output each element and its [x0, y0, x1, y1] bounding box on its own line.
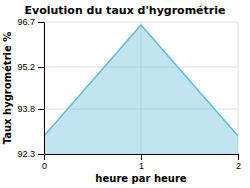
marks — [44, 25, 238, 154]
x-tick: 1 — [139, 154, 144, 171]
x-tick-label: 2 — [236, 161, 241, 171]
x-tick: 0 — [42, 154, 47, 171]
x-tick: 2 — [236, 154, 241, 171]
grid-line-x — [238, 22, 239, 154]
y-tick-mark — [38, 154, 44, 155]
chart: 0 1 2 92.3 93.8 95.2 96.7Evolution du taux d'h… — [0, 0, 250, 188]
y-tick: 93.8 — [17, 104, 44, 114]
x-tick-mark — [238, 154, 239, 160]
x-tick-label: 0 — [42, 161, 47, 171]
y-axis-line — [38, 23, 45, 155]
y-tick-mark — [38, 109, 44, 110]
x-axis-title: heure par heure — [95, 173, 186, 184]
y-tick: 92.3 — [17, 149, 44, 159]
x-axis-line — [45, 155, 239, 161]
title: Evolution du taux d'hygrométrie — [25, 4, 226, 17]
y-tick-label: 92.3 — [17, 149, 35, 159]
y-tick-label: 95.2 — [17, 62, 35, 72]
area — [44, 25, 238, 154]
x-tick-label: 1 — [139, 161, 144, 171]
y-axis-title: Taux hygrométrie % — [2, 32, 13, 145]
x-tick-mark — [141, 154, 142, 160]
y-tick-label: 96.7 — [17, 17, 35, 27]
y-tick-mark — [38, 22, 44, 23]
plot: 0 1 2 92.3 93.8 95.2 96.7 — [17, 17, 241, 171]
x-axis: 0 1 2 — [42, 154, 241, 171]
y-axis: 92.3 93.8 95.2 96.7 — [17, 17, 44, 159]
y-tick-label: 93.8 — [17, 104, 35, 114]
y-tick-mark — [38, 67, 44, 68]
y-tick: 96.7 — [17, 17, 44, 27]
line — [44, 25, 238, 136]
grid — [44, 22, 238, 154]
y-tick: 95.2 — [17, 62, 44, 72]
